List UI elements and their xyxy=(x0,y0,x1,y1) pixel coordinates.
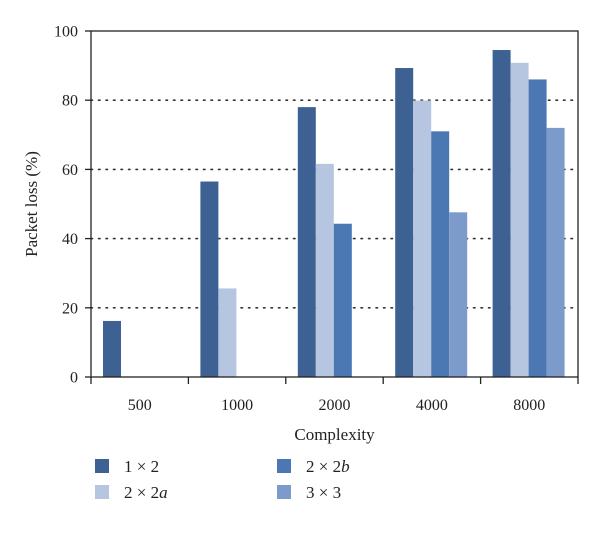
x-axis-ticks: 500 1000 2000 4000 8000 xyxy=(90,377,579,414)
x-tick-label: 2000 xyxy=(319,397,351,414)
y-tick-label: 100 xyxy=(54,24,78,41)
bar xyxy=(413,100,432,378)
bar xyxy=(315,163,334,377)
bar xyxy=(103,320,121,377)
legend-label: 2 × 2b xyxy=(306,457,350,476)
y-tick-label: 40 xyxy=(62,231,78,248)
bar xyxy=(431,131,450,377)
x-tick-label: 8000 xyxy=(513,397,545,414)
bar xyxy=(297,107,316,378)
bar xyxy=(528,79,547,377)
bar xyxy=(200,181,219,377)
legend-swatch xyxy=(277,459,291,473)
bar xyxy=(492,50,511,377)
legend-label: 3 × 3 xyxy=(306,483,341,502)
legend-label: 2 × 2a xyxy=(124,483,168,502)
bars xyxy=(103,50,565,378)
y-axis-title: Packet loss (%) xyxy=(22,151,41,257)
legend-swatch xyxy=(277,485,291,499)
bar xyxy=(218,288,237,377)
bar xyxy=(510,62,529,377)
y-tick-label: 60 xyxy=(62,162,78,179)
y-tick-label: 0 xyxy=(70,370,78,387)
legend-swatch xyxy=(95,459,109,473)
plot-frame xyxy=(90,30,579,378)
y-tick-label: 20 xyxy=(62,300,78,317)
y-tick-label: 80 xyxy=(62,93,78,110)
x-axis-title: Complexity xyxy=(294,425,375,444)
y-axis-ticks: 0 20 40 60 80 100 xyxy=(54,24,91,387)
bar xyxy=(395,68,414,377)
legend: 1 × 2 2 × 2a 2 × 2b 3 × 3 xyxy=(95,457,350,502)
bar xyxy=(449,212,468,377)
bar xyxy=(546,127,565,377)
legend-label: 1 × 2 xyxy=(124,457,159,476)
x-tick-label: 4000 xyxy=(416,397,448,414)
legend-swatch xyxy=(95,485,109,499)
axes xyxy=(90,30,579,378)
x-tick-label: 500 xyxy=(128,397,152,414)
bar xyxy=(333,223,352,377)
x-tick-label: 1000 xyxy=(221,397,253,414)
